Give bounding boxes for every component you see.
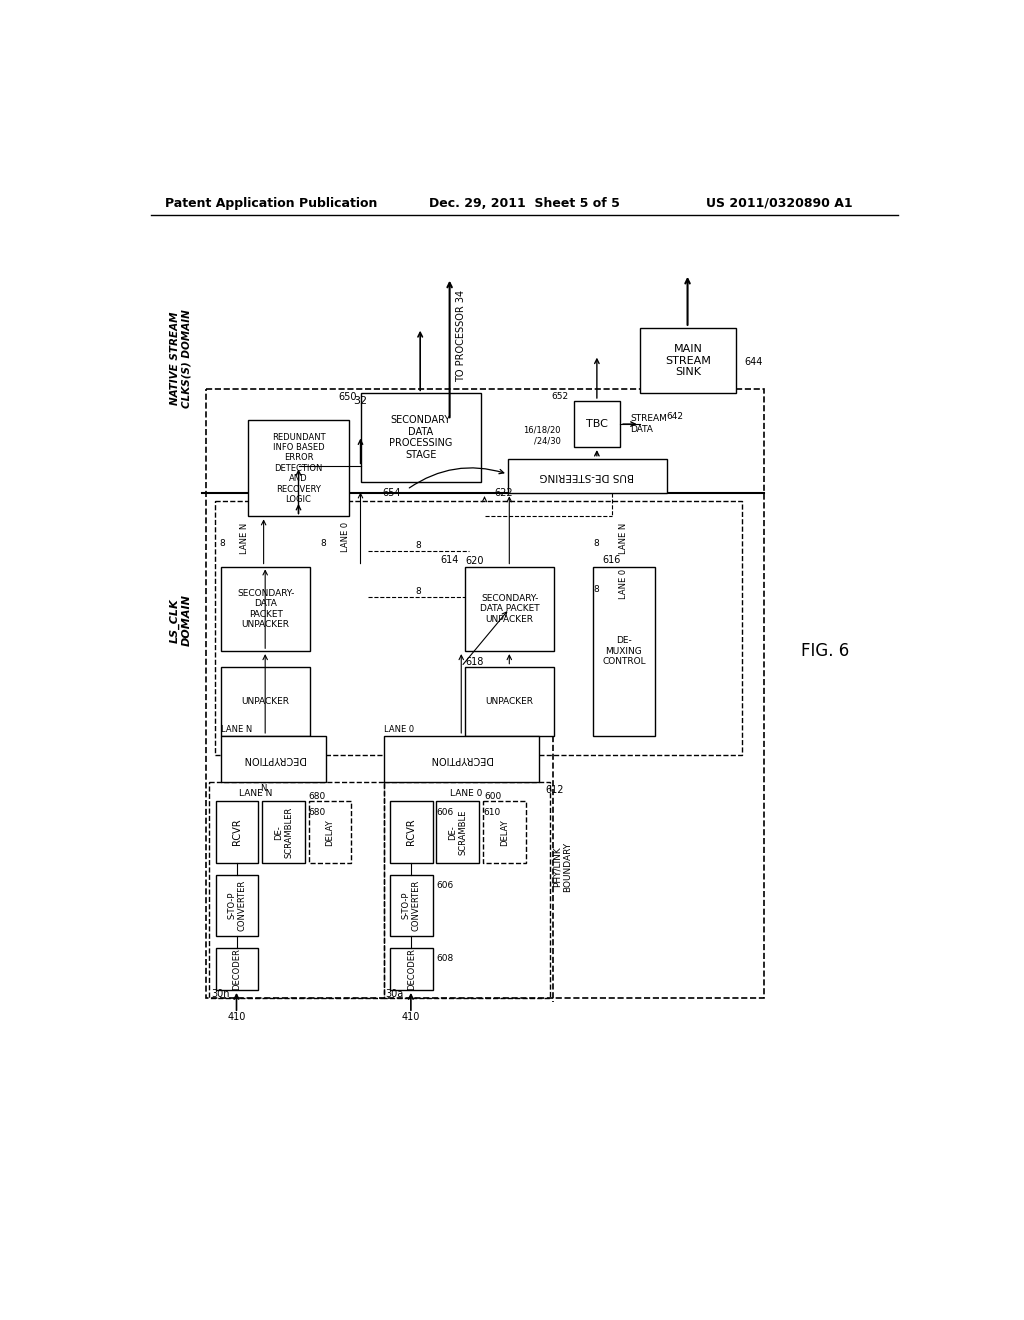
Text: LANE 0: LANE 0 — [341, 523, 349, 552]
Text: 32: 32 — [352, 396, 367, 405]
Bar — [390, 874, 432, 936]
Text: SECONDARY-
DATA
PACKET
UNPACKER: SECONDARY- DATA PACKET UNPACKER — [237, 589, 294, 628]
Text: Dec. 29, 2011  Sheet 5 of 5: Dec. 29, 2011 Sheet 5 of 5 — [429, 197, 621, 210]
Text: 622: 622 — [495, 488, 513, 499]
Bar — [221, 566, 310, 651]
Bar — [465, 566, 554, 651]
Bar — [215, 502, 741, 755]
Text: LANE 0: LANE 0 — [620, 569, 629, 599]
Bar — [436, 801, 479, 863]
Bar — [508, 459, 667, 494]
Bar — [209, 781, 384, 998]
Bar — [384, 737, 539, 781]
Text: 618: 618 — [465, 656, 483, 667]
Text: 610: 610 — [483, 808, 500, 817]
Text: 642: 642 — [667, 412, 684, 421]
Bar — [216, 801, 258, 863]
Bar — [262, 801, 305, 863]
Text: 8: 8 — [593, 585, 599, 594]
Text: MAIN
STREAM
SINK: MAIN STREAM SINK — [665, 345, 711, 378]
Text: PHY/LINK
BOUNDARY: PHY/LINK BOUNDARY — [552, 842, 571, 892]
Bar — [216, 874, 258, 936]
Text: 680: 680 — [308, 792, 326, 801]
Text: TBC: TBC — [586, 418, 608, 429]
Text: 8: 8 — [416, 587, 422, 597]
Text: STREAM
DATA: STREAM DATA — [630, 414, 667, 434]
Text: RCVR: RCVR — [407, 818, 417, 846]
Text: LANE N: LANE N — [221, 726, 252, 734]
Text: 650: 650 — [338, 392, 356, 403]
Bar — [640, 327, 736, 393]
Text: DECRYPTION: DECRYPTION — [242, 754, 304, 764]
Text: 644: 644 — [744, 358, 763, 367]
Text: DE-
SCRAMBLE: DE- SCRAMBLE — [449, 809, 468, 855]
Text: S-TO-P
CONVERTER: S-TO-P CONVERTER — [227, 879, 247, 931]
Text: 30n: 30n — [211, 989, 229, 999]
Text: NATIVE STREAM
CLKS(S) DOMAIN: NATIVE STREAM CLKS(S) DOMAIN — [170, 309, 191, 408]
Bar — [465, 667, 554, 737]
Text: 614: 614 — [440, 554, 459, 565]
Text: 8: 8 — [321, 539, 326, 548]
Text: UNPACKER: UNPACKER — [242, 697, 290, 706]
Text: 612: 612 — [545, 785, 563, 795]
Text: 620: 620 — [465, 557, 483, 566]
Bar — [248, 420, 349, 516]
Text: 608: 608 — [436, 954, 454, 962]
Text: BUS DE-STEERING: BUS DE-STEERING — [540, 471, 635, 480]
Text: DECRYPTION: DECRYPTION — [430, 754, 493, 764]
Text: LANE N: LANE N — [240, 523, 249, 553]
Text: S-TO-P
CONVERTER: S-TO-P CONVERTER — [401, 879, 421, 931]
Bar — [390, 948, 432, 990]
Bar — [390, 801, 432, 863]
Text: LANE 0: LANE 0 — [451, 789, 483, 799]
Bar — [308, 801, 351, 863]
Text: RCVR: RCVR — [231, 818, 242, 846]
Text: 410: 410 — [401, 1012, 420, 1022]
Text: 8: 8 — [219, 539, 225, 548]
Text: REDUNDANT
INFO BASED
ERROR
DETECTION
AND
RECOVERY
LOGIC: REDUNDANT INFO BASED ERROR DETECTION AND… — [271, 433, 326, 504]
Text: 8: 8 — [416, 541, 422, 550]
Bar — [206, 389, 764, 998]
Text: DECODER: DECODER — [407, 948, 416, 990]
Text: 16/18/20
/24/30: 16/18/20 /24/30 — [523, 426, 560, 445]
Bar — [221, 737, 326, 781]
Bar — [216, 948, 258, 990]
Text: DECODER: DECODER — [232, 948, 242, 990]
Text: FIG. 6: FIG. 6 — [802, 643, 850, 660]
Text: 8: 8 — [593, 539, 599, 548]
Text: TO PROCESSOR 34: TO PROCESSOR 34 — [457, 289, 466, 381]
Text: 410: 410 — [227, 1012, 246, 1022]
Text: UNPACKER: UNPACKER — [485, 697, 534, 706]
Text: SECONDARY
DATA
PROCESSING
STAGE: SECONDARY DATA PROCESSING STAGE — [389, 414, 453, 459]
Bar — [221, 667, 310, 737]
Bar — [593, 566, 655, 737]
Bar — [483, 801, 525, 863]
Text: US 2011/0320890 A1: US 2011/0320890 A1 — [706, 197, 852, 210]
Text: 680: 680 — [308, 808, 326, 817]
Text: 616: 616 — [602, 554, 621, 565]
Bar — [573, 401, 621, 447]
Text: LS_CLK
DOMAIN: LS_CLK DOMAIN — [170, 594, 191, 647]
Text: 600: 600 — [484, 792, 502, 801]
Text: DELAY: DELAY — [326, 818, 335, 846]
Text: Patent Application Publication: Patent Application Publication — [165, 197, 378, 210]
Text: 30a: 30a — [385, 989, 403, 999]
Bar — [384, 781, 550, 998]
Text: LANE 0: LANE 0 — [384, 726, 414, 734]
Text: 606: 606 — [436, 880, 454, 890]
Text: N: N — [260, 784, 267, 793]
Text: 606: 606 — [436, 808, 454, 817]
Text: SECONDARY-
DATA PACKET
UNPACKER: SECONDARY- DATA PACKET UNPACKER — [480, 594, 540, 624]
FancyArrowPatch shape — [410, 467, 504, 488]
Text: LANE N: LANE N — [240, 789, 272, 799]
Text: DELAY: DELAY — [500, 818, 509, 846]
Text: 654: 654 — [382, 488, 400, 499]
Text: DE-
MUXING
CONTROL: DE- MUXING CONTROL — [602, 636, 646, 667]
Bar — [360, 393, 480, 482]
Text: LANE N: LANE N — [620, 523, 629, 553]
Text: DE-
SCRAMBLER: DE- SCRAMBLER — [273, 807, 293, 858]
Text: 652: 652 — [551, 392, 568, 401]
